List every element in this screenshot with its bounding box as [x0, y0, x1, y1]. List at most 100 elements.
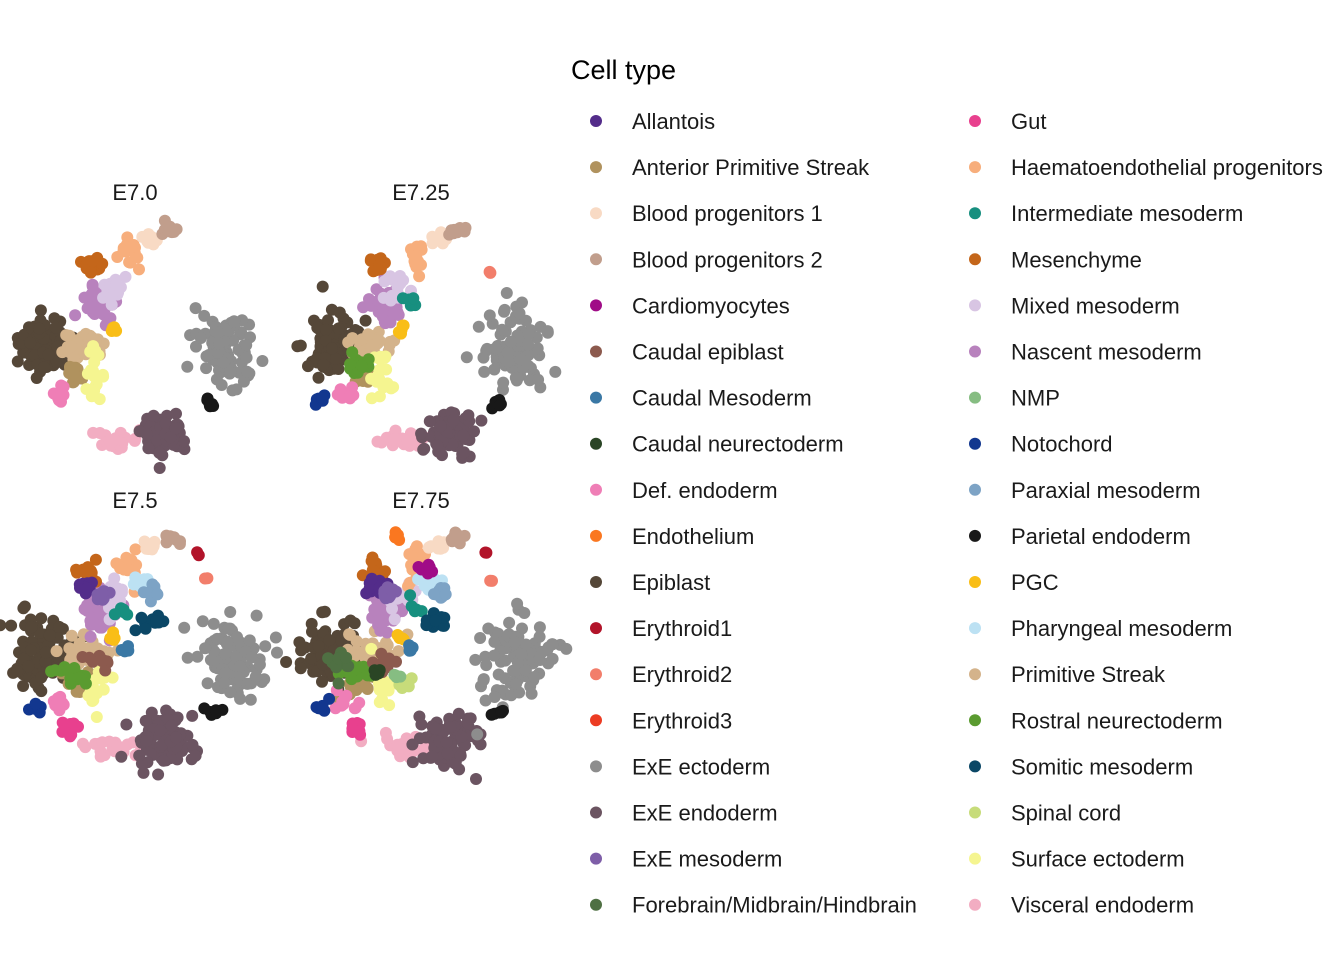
cell-point — [457, 429, 470, 442]
cell-point — [0, 619, 7, 632]
cell-point — [81, 367, 94, 380]
cell-point — [108, 321, 121, 334]
cell-point — [139, 622, 152, 635]
cell-point — [77, 642, 90, 654]
cluster-points — [406, 707, 487, 785]
cell-point — [83, 651, 96, 664]
umap-panel: E7.25 — [291, 180, 562, 464]
cell-point — [479, 694, 492, 707]
cell-point — [198, 309, 211, 322]
cell-point — [169, 422, 182, 435]
cell-point — [497, 704, 509, 717]
cell-point — [406, 738, 419, 751]
cell-point — [95, 587, 108, 599]
legend-swatch — [590, 760, 602, 773]
cell-point — [81, 582, 94, 595]
cell-point — [165, 532, 178, 545]
legend-item: Blood progenitors 2 — [590, 247, 823, 272]
cluster-points — [403, 639, 419, 657]
cell-point — [256, 355, 269, 367]
legend-item: Forebrain/Midbrain/Hindbrain — [590, 893, 917, 918]
cell-point — [186, 709, 199, 722]
cell-point — [17, 680, 30, 692]
cell-point — [5, 619, 18, 632]
cell-point — [415, 427, 428, 440]
cell-point — [209, 704, 222, 717]
cluster-points — [483, 265, 497, 279]
cell-point — [316, 280, 329, 293]
cluster-points — [47, 379, 70, 408]
legend-label: Visceral endoderm — [1011, 893, 1194, 918]
cell-point — [386, 602, 398, 615]
cell-point — [87, 426, 100, 439]
cell-point — [423, 415, 436, 428]
cell-point — [533, 630, 546, 643]
cell-point — [454, 749, 467, 762]
cluster-points — [91, 585, 116, 606]
cell-point — [477, 674, 490, 687]
cell-point — [388, 668, 401, 681]
cell-point — [508, 636, 521, 649]
cell-point — [348, 367, 361, 379]
legend-item: Mesenchyme — [969, 247, 1142, 272]
cell-point — [429, 722, 442, 735]
cell-point — [73, 671, 86, 684]
cell-point — [511, 597, 524, 610]
legend-label: Primitive Streak — [1011, 662, 1166, 687]
cell-point — [356, 569, 369, 582]
legend-swatch — [969, 391, 981, 404]
cell-point — [54, 690, 67, 703]
cell-point — [84, 301, 97, 314]
cell-point — [407, 292, 420, 305]
cluster-points — [396, 292, 422, 312]
cell-point — [320, 323, 333, 336]
cell-point — [531, 342, 544, 355]
cell-point — [493, 399, 506, 412]
cell-point — [88, 618, 101, 631]
cell-point — [316, 392, 329, 404]
cell-point — [237, 375, 250, 388]
cell-point — [489, 342, 502, 355]
cell-point — [515, 353, 527, 366]
cluster-points — [331, 381, 360, 405]
legend-label: Notochord — [1011, 432, 1113, 457]
cell-point — [460, 351, 473, 364]
cluster-points — [415, 406, 488, 464]
panel-title: E7.25 — [392, 180, 450, 205]
cell-point — [546, 652, 559, 665]
cell-point — [189, 302, 202, 315]
cell-point — [453, 532, 466, 545]
cell-point — [446, 438, 459, 451]
cell-point — [363, 293, 375, 306]
cell-point — [200, 362, 213, 375]
panel-title: E7.75 — [392, 488, 450, 513]
legend-label: Pharyngeal mesoderm — [1011, 616, 1232, 641]
cluster-points — [329, 684, 366, 715]
cell-point — [478, 365, 491, 378]
cell-point — [396, 292, 409, 305]
panel-title: E7.0 — [112, 180, 157, 205]
cell-point — [422, 558, 435, 571]
cell-point — [67, 366, 80, 379]
cell-point — [369, 668, 382, 681]
cell-point — [164, 431, 177, 444]
cell-point — [122, 640, 134, 653]
cell-point — [53, 620, 66, 633]
cell-point — [97, 654, 110, 667]
cluster-points — [322, 646, 355, 690]
legend-label: ExE endoderm — [632, 801, 778, 826]
cell-point — [396, 605, 409, 618]
cell-point — [33, 322, 46, 335]
cell-point — [322, 652, 335, 665]
cell-point — [96, 736, 109, 749]
legend-label: Cardiomyocytes — [632, 293, 790, 318]
cell-point — [11, 355, 24, 368]
cell-point — [240, 339, 253, 352]
legend-item: Pharyngeal mesoderm — [969, 616, 1232, 641]
cell-point — [528, 671, 541, 683]
cell-point — [96, 306, 109, 318]
cell-point — [30, 372, 43, 384]
cluster-points — [364, 252, 391, 278]
cell-point — [532, 373, 545, 386]
legend-item: ExE endoderm — [590, 801, 778, 826]
